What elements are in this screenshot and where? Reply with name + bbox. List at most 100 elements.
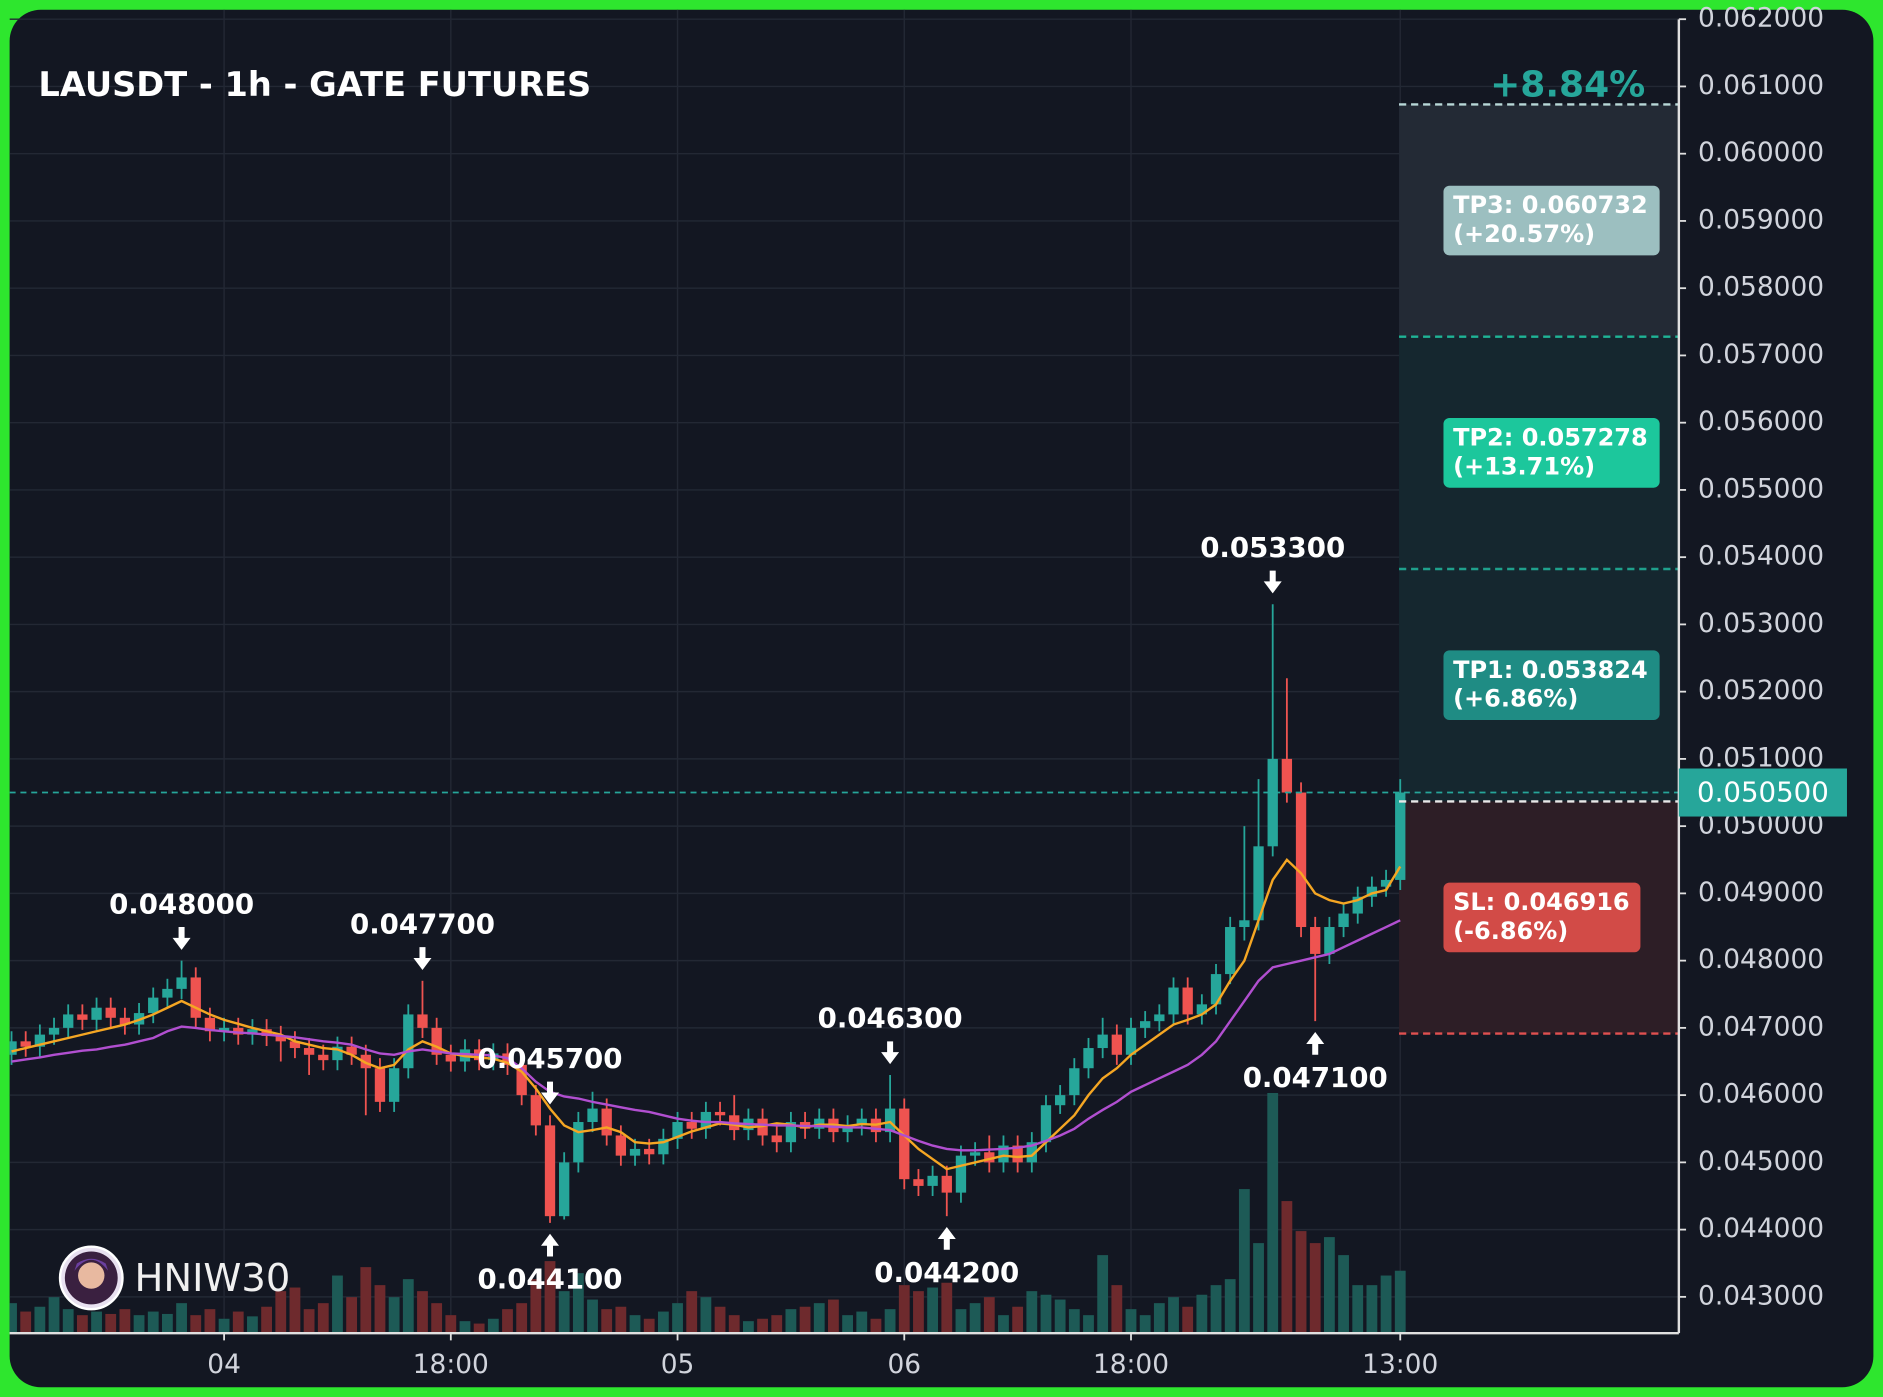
annotation-arrow: [541, 1233, 560, 1257]
volume-bar: [728, 1315, 740, 1334]
candle-body: [417, 1014, 428, 1028]
candle-body: [289, 1041, 301, 1049]
volume-bar: [1196, 1294, 1208, 1334]
candle-body: [318, 1054, 329, 1061]
volume-bar: [62, 1309, 74, 1334]
annotation-label: 0.047100: [1243, 1061, 1388, 1094]
candle-body: [374, 1068, 386, 1102]
price-tag: [1678, 768, 1847, 817]
volume-bar: [544, 1261, 556, 1334]
volume-bar: [686, 1291, 698, 1334]
annotation-label: 0.044200: [874, 1256, 1019, 1289]
level-box: [1443, 882, 1641, 953]
candle-body: [346, 1046, 357, 1055]
candle-body: [544, 1125, 556, 1217]
candle-body: [1338, 913, 1349, 928]
volume-bar: [1040, 1294, 1052, 1334]
volume-bar: [643, 1318, 655, 1334]
change-label: +8.84%: [1490, 65, 1645, 106]
candle-body: [1225, 927, 1236, 975]
volume-bar: [1054, 1299, 1066, 1334]
volume-bar: [1026, 1291, 1038, 1334]
volume-bar: [615, 1306, 627, 1334]
volume-bar: [572, 1273, 584, 1334]
candle-body: [445, 1054, 456, 1062]
candle-body: [105, 1007, 116, 1018]
volume-bar: [1097, 1255, 1109, 1334]
annotation-arrow: [172, 927, 191, 950]
volume-bar: [20, 1311, 32, 1334]
candle-body: [913, 1179, 924, 1186]
candle-body: [1196, 1004, 1208, 1015]
watermark: HNIW30: [135, 1256, 291, 1301]
volume-bar: [176, 1303, 187, 1334]
volume-bar: [48, 1297, 60, 1334]
volume-bar: [1380, 1275, 1392, 1334]
volume-bar: [558, 1291, 570, 1334]
volume-bar: [431, 1303, 443, 1334]
volume-bar: [332, 1275, 343, 1334]
x-tick-label: 04: [207, 1349, 241, 1380]
candle-body: [1168, 987, 1179, 1015]
volume-bar: [913, 1291, 924, 1334]
volume-bar: [417, 1291, 428, 1334]
level-label: TP3: 0.060732: [1453, 191, 1648, 219]
level-box: [1443, 185, 1660, 256]
candle-body: [77, 1014, 88, 1020]
y-tick-label: 0.060000: [1698, 137, 1824, 168]
volume-bar: [459, 1321, 471, 1334]
volume-bar: [204, 1309, 216, 1334]
volume-bar: [91, 1311, 102, 1334]
x-tick-label: 05: [661, 1349, 695, 1380]
candle-body: [1083, 1048, 1094, 1069]
volume-bar: [388, 1297, 400, 1334]
volume-bar: [9, 1303, 17, 1334]
candle-body: [1310, 927, 1321, 954]
average-line: [11, 919, 1401, 1152]
volume-bar: [346, 1297, 358, 1334]
volume-bar: [530, 1279, 542, 1334]
volume-bar: [998, 1315, 1009, 1334]
volume-bar: [828, 1299, 839, 1334]
volume-bar: [275, 1291, 287, 1334]
volume-bar: [1224, 1279, 1236, 1334]
candle-body: [1267, 758, 1278, 847]
volume-bar: [700, 1297, 712, 1334]
annotation-label: 0.045700: [478, 1042, 623, 1075]
y-tick-label: 0.061000: [1698, 70, 1824, 101]
candle-body: [247, 1029, 258, 1035]
volume-bar: [119, 1309, 131, 1334]
candle-body: [119, 1017, 131, 1025]
volume-bar: [1309, 1243, 1321, 1334]
y-tick-label: 0.047000: [1698, 1011, 1824, 1042]
volume-bar: [516, 1303, 528, 1334]
volume-bar: [884, 1309, 896, 1334]
candle-body: [20, 1041, 31, 1047]
volume-bar: [247, 1316, 258, 1334]
volume-bar: [487, 1318, 499, 1334]
volume-bar: [1267, 1092, 1279, 1334]
candle-body: [601, 1108, 612, 1136]
y-tick-label: 0.053000: [1698, 608, 1824, 639]
volume-bar: [317, 1303, 329, 1334]
y-tick-label: 0.044000: [1698, 1213, 1824, 1244]
candle-body: [275, 1035, 286, 1042]
annotation-arrow: [937, 1226, 956, 1250]
candle-body: [63, 1014, 74, 1028]
volume-bar: [261, 1306, 273, 1334]
volume-bar: [969, 1303, 981, 1334]
candle-body: [1026, 1142, 1037, 1163]
candle-body: [431, 1027, 442, 1055]
candle-body: [984, 1152, 995, 1163]
y-tick-label: 0.049000: [1698, 877, 1824, 908]
volume-bar: [1168, 1297, 1179, 1334]
volume-bar: [983, 1297, 995, 1334]
volume-bar: [232, 1311, 244, 1334]
volume-bar: [1281, 1201, 1293, 1334]
volume-bar: [1366, 1285, 1378, 1334]
price-tag-label: 0.050500: [1697, 776, 1829, 809]
volume-bar: [1125, 1309, 1137, 1334]
y-tick-label: 0.054000: [1698, 541, 1824, 572]
volume-bar: [601, 1309, 613, 1334]
